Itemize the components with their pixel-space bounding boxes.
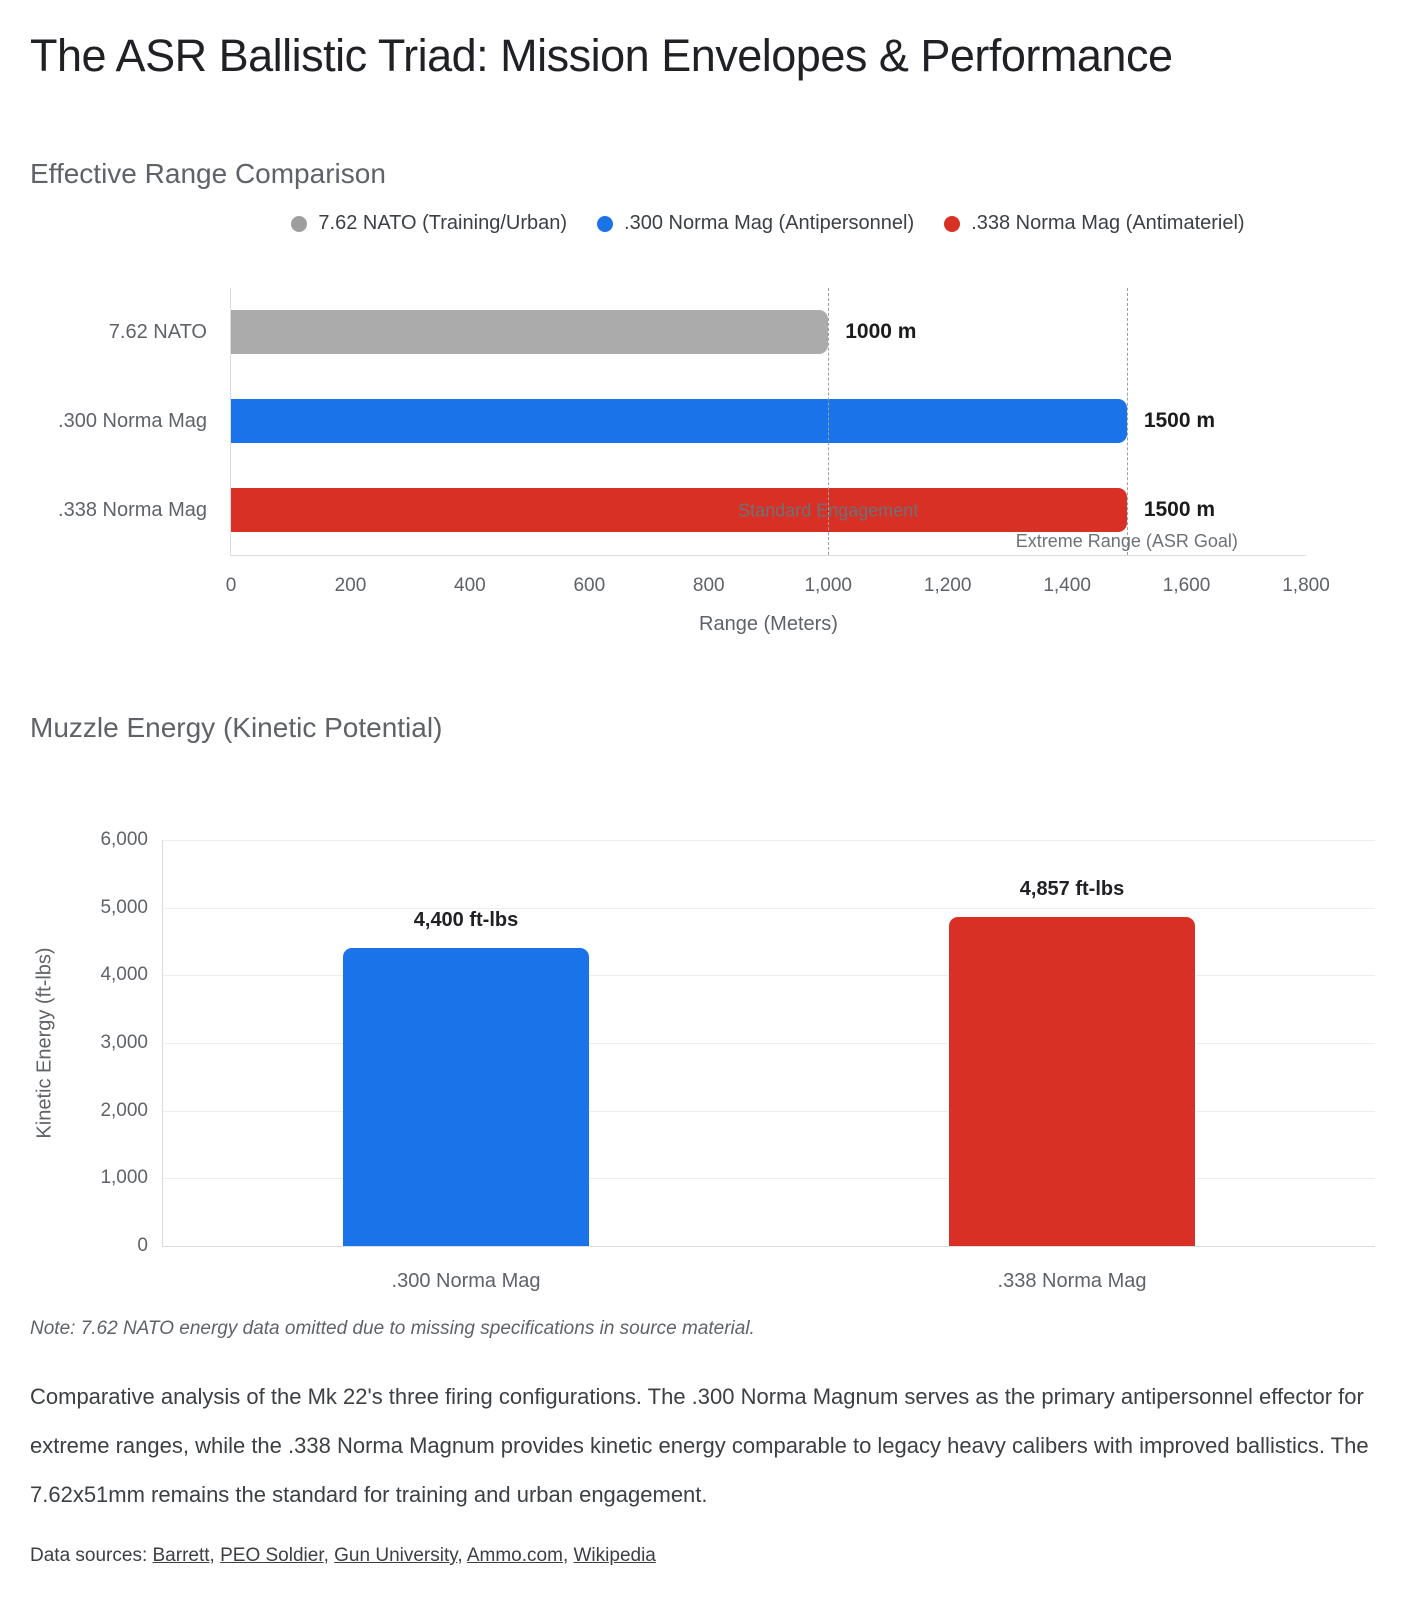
range-bar-value-label: 1500 m [1143, 409, 1216, 433]
range-x-tick: 600 [573, 575, 606, 596]
source-link-barrett[interactable]: Barrett [152, 1545, 210, 1566]
range-chart-row: .300 Norma Mag 1500 m [58, 377, 1306, 466]
source-link-ammo-com[interactable]: Ammo.com [466, 1545, 563, 1566]
energy-chart-y-axis-label: Kinetic Energy (ft-lbs) [33, 947, 56, 1139]
range-chart-row: .338 Norma Mag 1500 m [58, 466, 1306, 555]
energy-category-label: .338 Norma Mag [997, 1270, 1147, 1292]
legend-item-label: .338 Norma Mag (Antimateriel) [971, 212, 1245, 234]
energy-chart-note: Note: 7.62 NATO energy data omitted due … [30, 1318, 755, 1339]
range-chart-legend: 7.62 NATO (Training/Urban) .300 Norma Mag… [230, 212, 1306, 235]
energy-gridline [163, 840, 1375, 841]
range-chart-heading: Effective Range Comparison [30, 158, 386, 189]
legend-dot-icon [597, 215, 614, 232]
legend-item-label: .300 Norma Mag (Antipersonnel) [624, 212, 915, 234]
energy-bar-value-label: 4,400 ft-lbs [413, 909, 519, 932]
reference-line-label: Extreme Range (ASR Goal) [1015, 531, 1238, 551]
energy-bar--338-norma-mag [949, 917, 1195, 1246]
range-x-tick: 800 [692, 575, 725, 596]
reference-line [1126, 288, 1128, 555]
summary-paragraph: Comparative analysis of the Mk 22's thre… [30, 1384, 1369, 1507]
data-sources-line: Data sources: Barrett, PEO Soldier, Gun … [30, 1545, 656, 1567]
legend-item-1: .300 Norma Mag (Antipersonnel) [597, 212, 914, 235]
range-category-label: .338 Norma Mag [58, 498, 207, 521]
energy-y-tick: 3,000 [100, 1032, 148, 1053]
range-category-label: 7.62 NATO [108, 320, 207, 343]
source-link-gun-university[interactable]: Gun University [334, 1545, 458, 1566]
legend-dot-icon [291, 215, 308, 232]
legend-item-0: 7.62 NATO (Training/Urban) [291, 212, 567, 235]
reference-line-label: Standard Engagement [738, 500, 919, 521]
energy-y-tick: 5,000 [100, 896, 148, 918]
energy-y-tick: 0 [137, 1235, 148, 1256]
energy-bar--300-norma-mag [343, 948, 589, 1246]
energy-gridline [163, 1178, 1375, 1180]
energy-y-tick: 6,000 [100, 829, 148, 850]
data-sources-links: Barrett, PEO Soldier, Gun University, Am… [152, 1545, 656, 1566]
energy-bar-value-label: 4,857 ft-lbs [1019, 878, 1125, 901]
range-x-tick: 1,200 [923, 575, 972, 596]
range-x-tick: 400 [454, 575, 486, 596]
range-category-label: .300 Norma Mag [58, 409, 207, 432]
range-x-tick: 1,800 [1282, 575, 1330, 596]
reference-line [828, 288, 830, 555]
range-bar-value-label: 1000 m [845, 320, 917, 344]
data-sources-label: Data sources: [30, 1545, 153, 1566]
range-bar-value-label: 1500 m [1143, 498, 1216, 522]
range-chart-row: 7.62 NATO 1000 m [109, 288, 1306, 377]
legend-dot-icon [944, 215, 961, 232]
energy-category-label: .300 Norma Mag [391, 1270, 541, 1292]
range-x-tick: 0 [225, 575, 237, 596]
range-chart-plot: Range (Meters) 7.62 NATO 1000 m .300 Norma… [58, 288, 1330, 635]
range-x-tick: 200 [334, 575, 367, 596]
range-bar-7-62-nato [231, 310, 829, 355]
range-x-tick: 1,400 [1043, 575, 1091, 596]
energy-gridline [163, 1043, 1375, 1044]
legend-item-2: .338 Norma Mag (Antimateriel) [944, 212, 1245, 235]
range-x-tick: 1,600 [1162, 575, 1211, 596]
energy-y-tick: 2,000 [100, 1099, 148, 1121]
source-link-wikipedia[interactable]: Wikipedia [573, 1545, 656, 1566]
range-x-tick: 1,000 [804, 575, 852, 596]
energy-chart-plot: Kinetic Energy (ft-lbs) 0 1,000 2,000 3,000… [34, 829, 1375, 1292]
range-bar--338-norma-mag [231, 488, 1127, 533]
source-link-peo-soldier[interactable]: PEO Soldier [220, 1545, 324, 1566]
page-title: The ASR Ballistic Triad: Mission Envelop… [30, 30, 1173, 81]
range-chart-x-axis-label: Range (Meters) [699, 613, 838, 635]
energy-gridline [163, 1110, 1375, 1112]
legend-item-label: 7.62 NATO (Training/Urban) [318, 212, 568, 234]
energy-y-tick: 1,000 [100, 1167, 148, 1189]
energy-y-tick: 4,000 [100, 964, 148, 986]
energy-chart-heading: Muzzle Energy (Kinetic Potential) [30, 712, 443, 743]
energy-gridline [163, 907, 1375, 909]
range-bar--300-norma-mag [231, 399, 1127, 444]
energy-gridline [163, 975, 1375, 977]
